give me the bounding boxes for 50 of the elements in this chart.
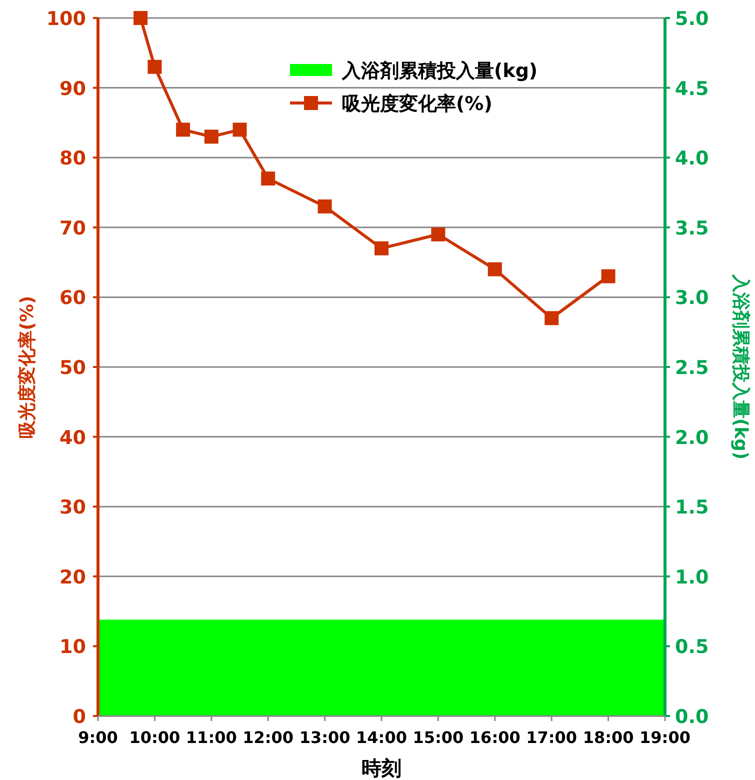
point [488,262,502,276]
x-tick-label: 19:00 [640,728,690,747]
legend-label: 入浴剤累積投入量(kg) [341,60,538,82]
y2-tick-label: 3.5 [675,217,709,240]
point [232,122,247,137]
y2-tick-label: 5.0 [675,8,709,30]
x-tick-label: 17:00 [526,728,578,747]
y2-tick-label: 0.5 [675,636,709,658]
y-tick-label: 50 [60,357,86,379]
legend-label: 吸光度変化率(%) [342,93,492,115]
y-tick-label: 80 [60,148,86,170]
x-axis-title: 時刻 [362,756,402,780]
point [176,122,190,137]
y-tick-label: 60 [60,287,86,310]
y2-tick-label: 4.5 [675,78,709,100]
point [601,269,616,284]
y2-axis-title: 入浴剤累積投入量(kg) [730,273,751,460]
x-tick-label: 13:00 [299,728,350,747]
y-tick-label: 90 [60,78,86,100]
y2-tick-label: 2.0 [675,426,709,449]
y2-tick-label: 0.0 [675,706,709,728]
x-tick-label: 16:00 [469,728,520,747]
x-tick-label: 10:00 [129,728,180,747]
x-tick-label: 12:00 [242,728,294,747]
point [431,227,446,242]
y-axis-title: 吸光度変化率(%) [17,296,38,438]
y-tick-label: 40 [60,426,86,449]
y2-tick-label: 2.5 [675,357,709,379]
y-tick-label: 20 [60,566,86,588]
point [374,241,388,256]
y2-tick-label: 4.0 [675,148,709,170]
x-tick-label: 15:00 [412,728,464,747]
x-tick-label: 18:00 [582,728,634,747]
y-tick-label: 30 [60,496,86,519]
x-tick-label: 9:00 [78,728,118,747]
y-tick-label: 10 [60,636,86,658]
x-tick-label: 11:00 [186,728,237,747]
x-tick-label: 14:00 [356,728,407,747]
y2-tick-label: 1.5 [675,496,709,519]
point [544,311,559,326]
point [134,11,148,25]
y2-tick-label: 3.0 [675,287,709,310]
y-tick-label: 70 [60,217,86,240]
point [148,60,162,74]
point [204,130,218,144]
point [261,172,276,186]
y-tick-label: 0 [72,706,86,728]
y-tick-label: 100 [46,8,86,30]
point [318,199,332,214]
y2-tick-label: 1.0 [675,566,709,588]
